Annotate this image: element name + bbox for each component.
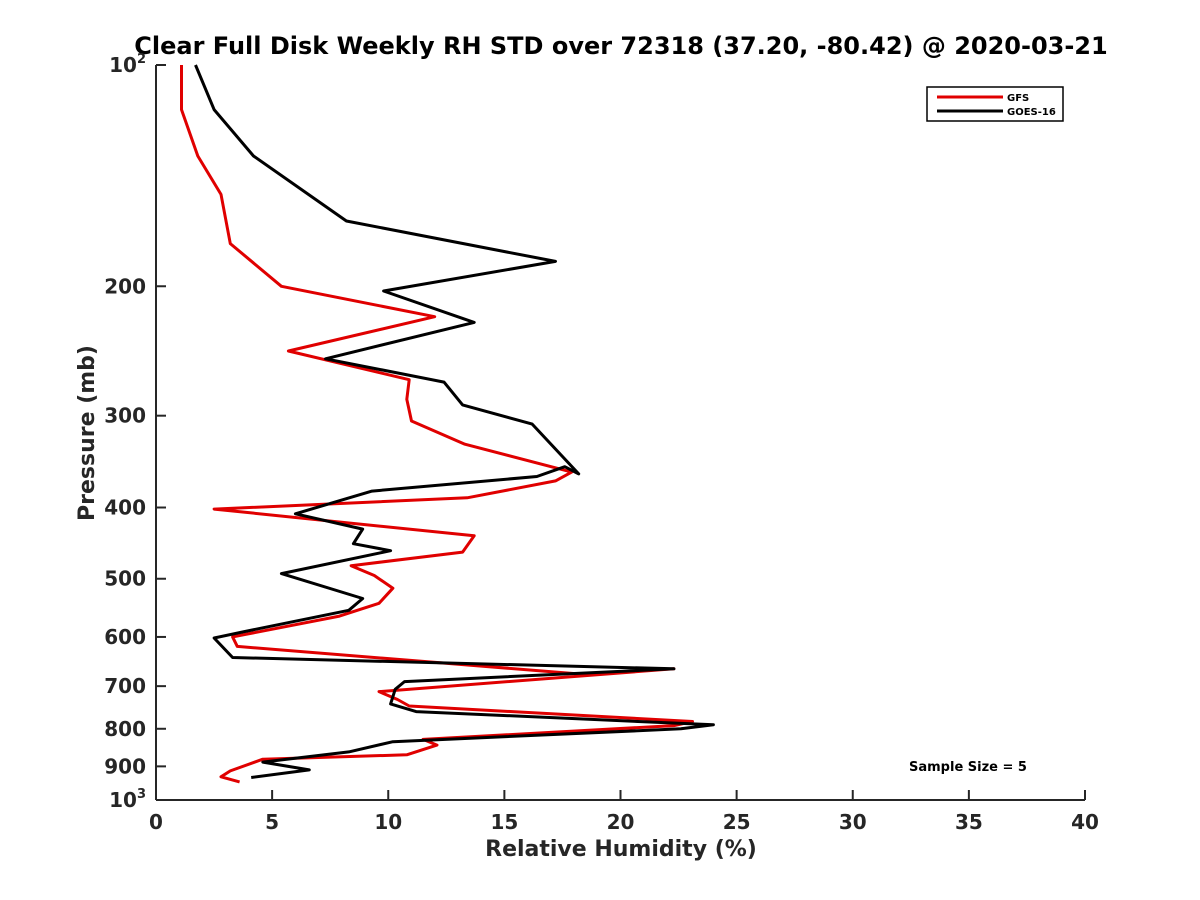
- y-tick-label: 200: [104, 274, 146, 298]
- x-tick-label: 20: [607, 810, 635, 834]
- x-tick-label: 0: [149, 810, 163, 834]
- x-tick-label: 15: [490, 810, 518, 834]
- sample-size-annotation: Sample Size = 5: [909, 760, 1027, 775]
- legend-label: GOES-16: [1007, 107, 1056, 118]
- y-axis-label: Pressure (mb): [75, 345, 100, 521]
- series-line-goes-16: [194, 64, 715, 779]
- y-tick-label: 300: [104, 404, 146, 428]
- y-tick-label: 800: [104, 717, 146, 741]
- y-tick-label: 700: [104, 674, 146, 698]
- x-tick-label: 5: [265, 810, 279, 834]
- axes: 0 5 10 15 20 25 30 35 40 102 200 300 400 500 600 700 800…: [104, 52, 1099, 834]
- y-tick-label: 900: [104, 754, 146, 778]
- y-tick-label: 600: [104, 625, 146, 649]
- x-tick-label: 40: [1071, 810, 1099, 834]
- legend-box: [926, 86, 1064, 122]
- y-tick-label: 400: [104, 496, 146, 520]
- y-tick-label: 103: [109, 787, 146, 812]
- y-tick-label: 102: [109, 52, 146, 77]
- x-tick-label: 30: [839, 810, 867, 834]
- x-tick-label: 10: [374, 810, 402, 834]
- x-tick-label: 25: [723, 810, 751, 834]
- legend-label: GFS: [1007, 93, 1029, 104]
- x-axis-label: Relative Humidity (%): [485, 837, 757, 862]
- x-tick-label: 35: [955, 810, 983, 834]
- legend: GFS GOES-16: [926, 86, 1064, 122]
- plot-area: [180, 64, 715, 784]
- chart-title: Clear Full Disk Weekly RH STD over 72318…: [134, 32, 1107, 60]
- y-tick-label: 500: [104, 567, 146, 591]
- series-line-gfs: [180, 65, 694, 784]
